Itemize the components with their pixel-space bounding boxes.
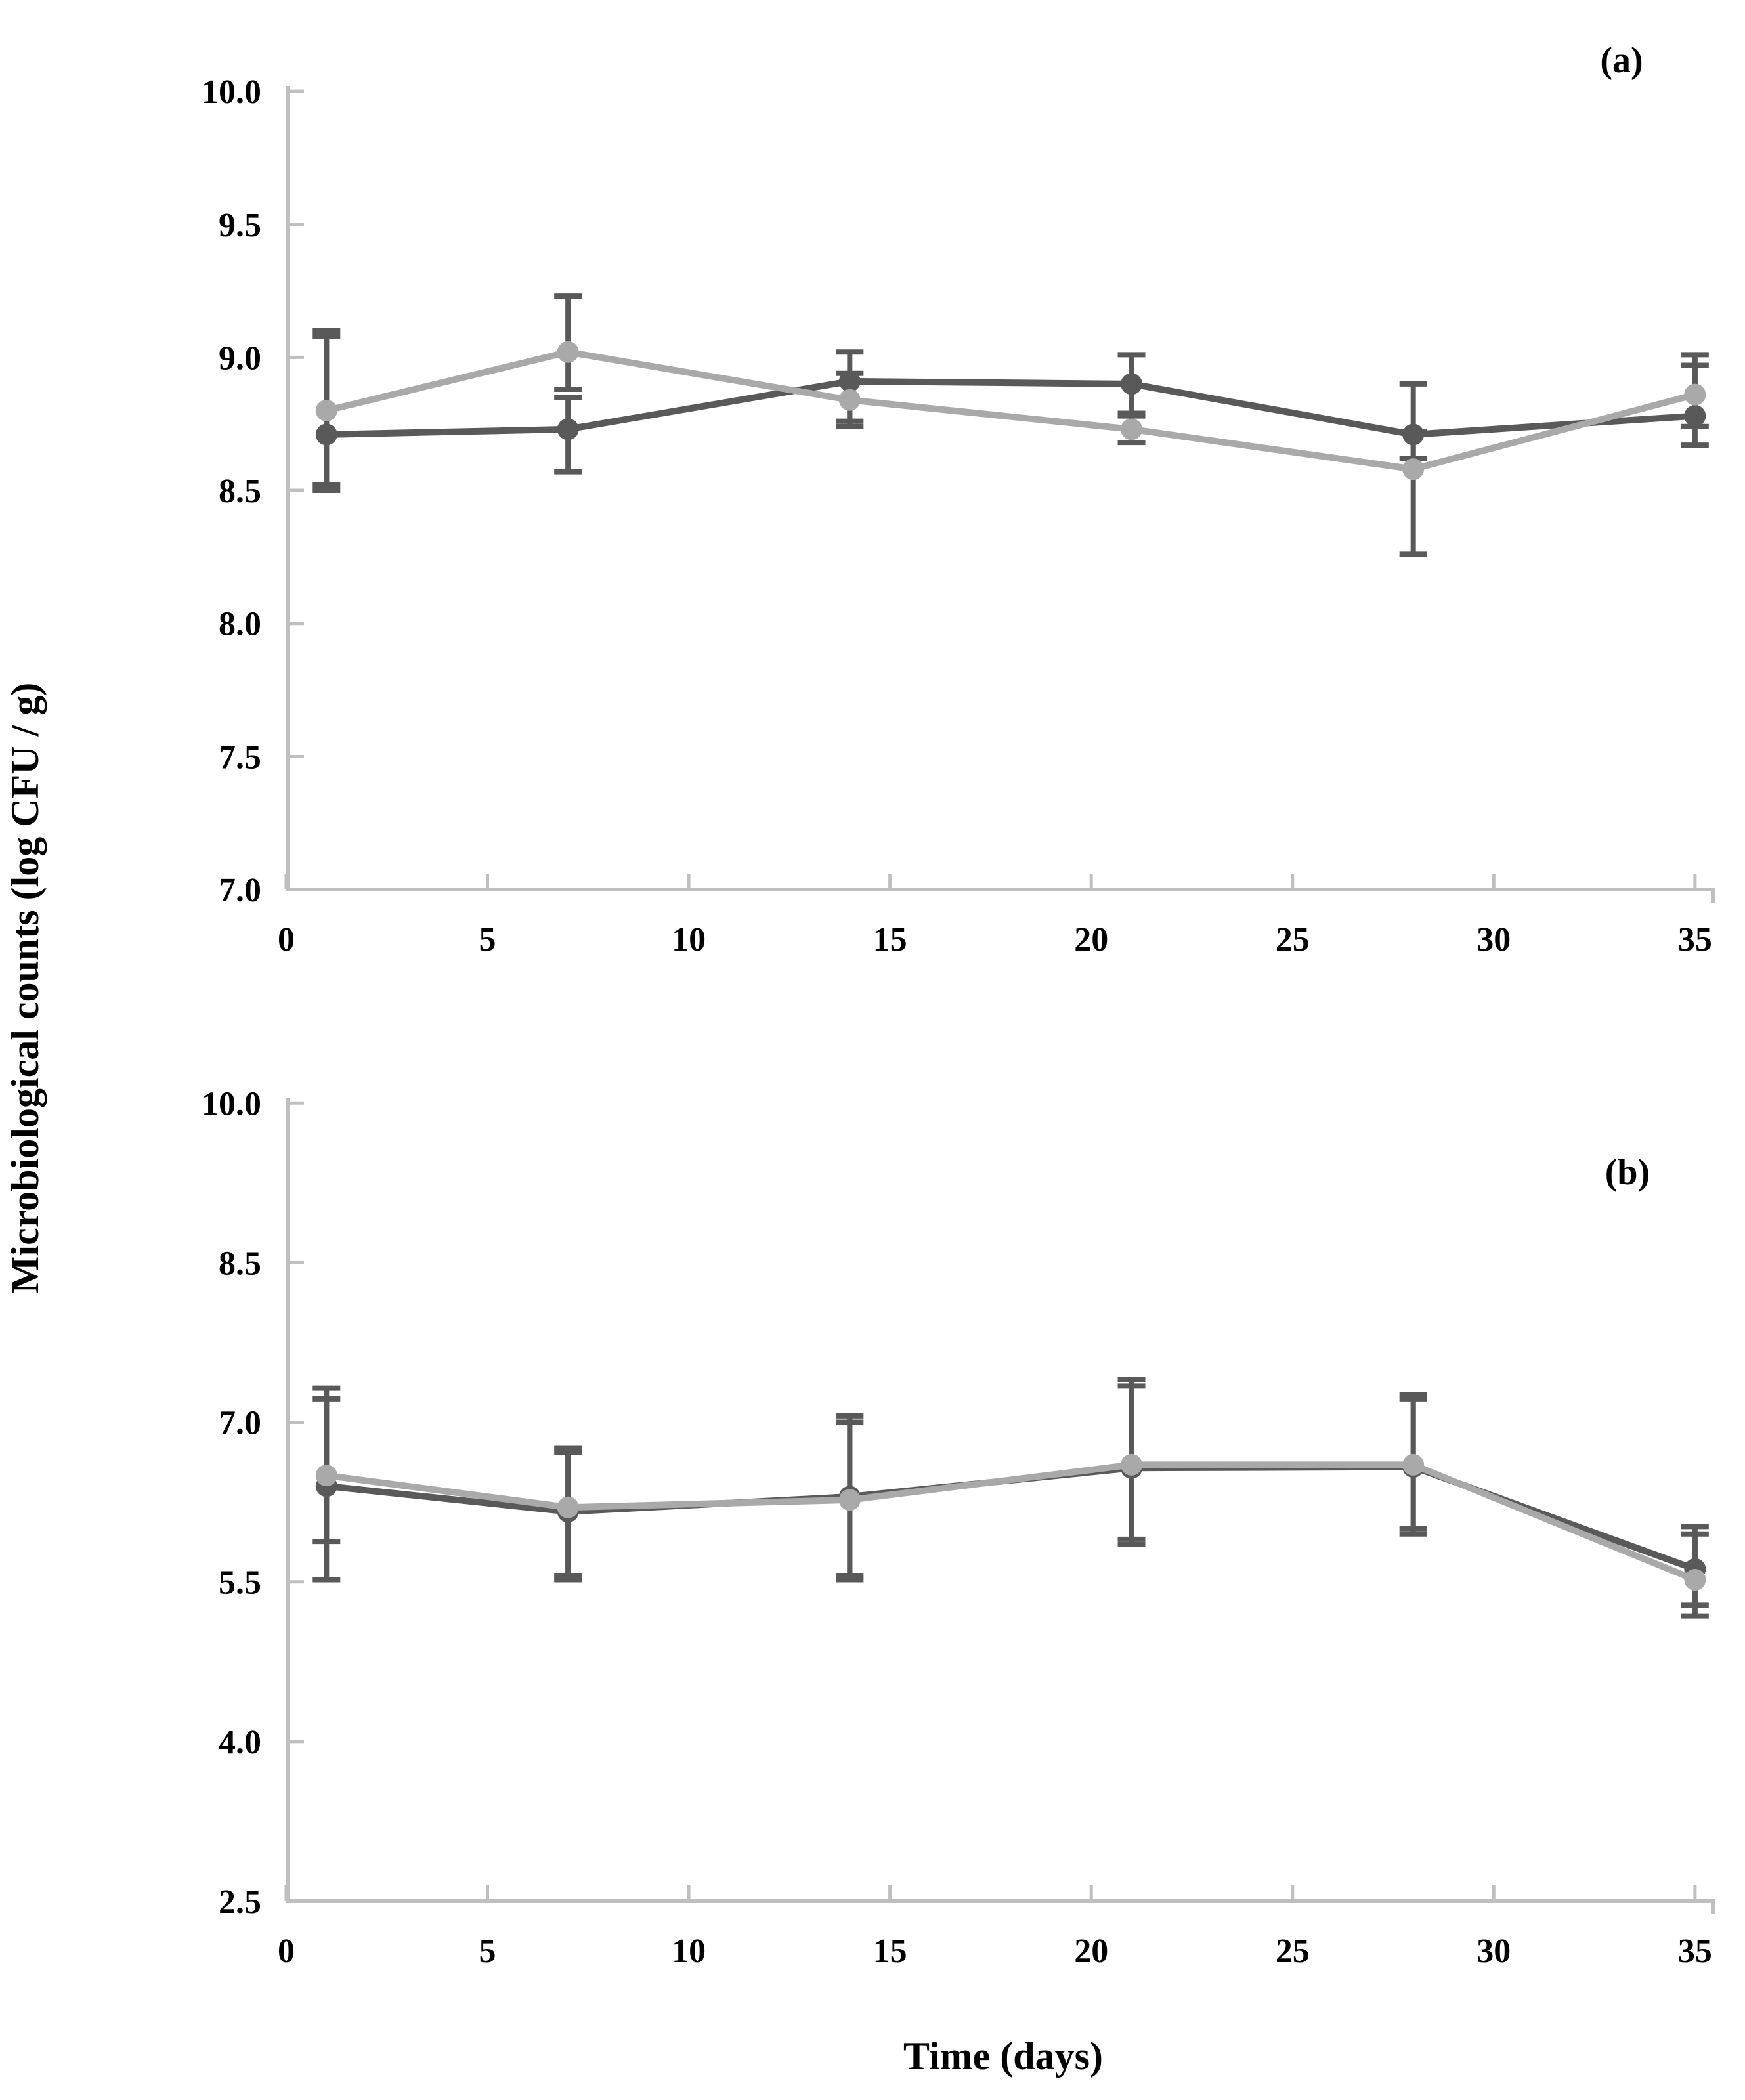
light-gray-series-data-point-marker [838,1489,861,1511]
dark-gray-series-data-point-marker [315,423,337,446]
dark-gray-series-data-point-marker [838,370,861,393]
y-tick-label: 10.0 [202,1085,261,1123]
x-tick-label: 10 [672,921,706,958]
x-tick-label: 30 [1476,921,1511,958]
light-gray-series-data-point-marker [315,1465,337,1487]
light-gray-series-data-point-marker [1684,1568,1706,1591]
x-tick-label: 35 [1678,921,1712,958]
y-tick-label: 9.5 [219,207,261,244]
y-tick-label: 7.0 [219,1405,261,1442]
dark-gray-series-data-point-marker [1402,423,1425,446]
x-tick-label: 15 [873,921,907,958]
y-tick-label: 8.0 [219,606,261,643]
dark-gray-series-data-point-marker [1684,405,1706,427]
x-tick-label: 15 [873,1933,907,1970]
x-tick-label: 25 [1276,1933,1310,1970]
y-tick-label: 2.5 [219,1883,261,1921]
dark-gray-series-data-point-marker [1121,373,1143,395]
panel-a-label: (a) [1600,40,1643,81]
x-axis-title: Time (days) [903,2034,1103,2078]
dark-gray-series-data-point-marker [557,418,579,440]
y-tick-label: 7.0 [219,872,261,909]
x-tick-label: 25 [1276,921,1310,958]
y-tick-label: 5.5 [219,1564,261,1602]
x-tick-label: 0 [278,1933,295,1970]
y-tick-label: 8.5 [219,1245,261,1282]
light-gray-series-data-point-marker [315,399,337,421]
y-tick-label: 7.5 [219,739,261,776]
dark-gray-series-line [323,377,1698,438]
chart-panel-b: 10.0 8.5 7.0 5.5 4.0 2.5 0 5 10 15 20 25 30 35 [202,1085,1715,1970]
light-gray-series-data-point-marker [1121,418,1143,440]
x-tick-label: 20 [1074,1933,1108,1970]
x-tick-label: 20 [1074,921,1108,958]
light-gray-series-line [323,1461,1698,1583]
light-gray-series-data-point-marker [557,341,579,363]
x-tick-label: 10 [672,1933,706,1970]
y-tick-label: 10.0 [202,74,261,111]
light-gray-series-data-point-marker [1121,1453,1143,1476]
x-tick-label: 30 [1476,1933,1511,1970]
light-gray-series-data-point-marker [1684,383,1706,406]
light-gray-series-data-point-marker [838,389,861,411]
light-gray-series-data-point-marker [1402,458,1425,481]
y-tick-label: 4.0 [219,1724,261,1761]
y-axis-title: Microbiological counts (log CFU / g) [3,683,47,1293]
panel-b-label: (b) [1605,1152,1650,1193]
x-tick-label: 0 [278,921,295,958]
x-tick-label: 5 [479,1933,496,1970]
y-tick-label: 9.0 [219,339,261,377]
chart-panel-a: 10.0 9.5 9.0 8.5 8.0 7.5 7.0 0 5 10 15 20 25 30 35 [202,74,1715,958]
y-tick-label: 8.5 [219,473,261,510]
x-tick-label: 35 [1678,1933,1712,1970]
light-gray-series-data-point-marker [557,1496,579,1518]
x-tick-label: 5 [479,921,496,958]
light-gray-series-data-point-marker [1402,1453,1425,1476]
light-gray-series-line [323,349,1698,473]
